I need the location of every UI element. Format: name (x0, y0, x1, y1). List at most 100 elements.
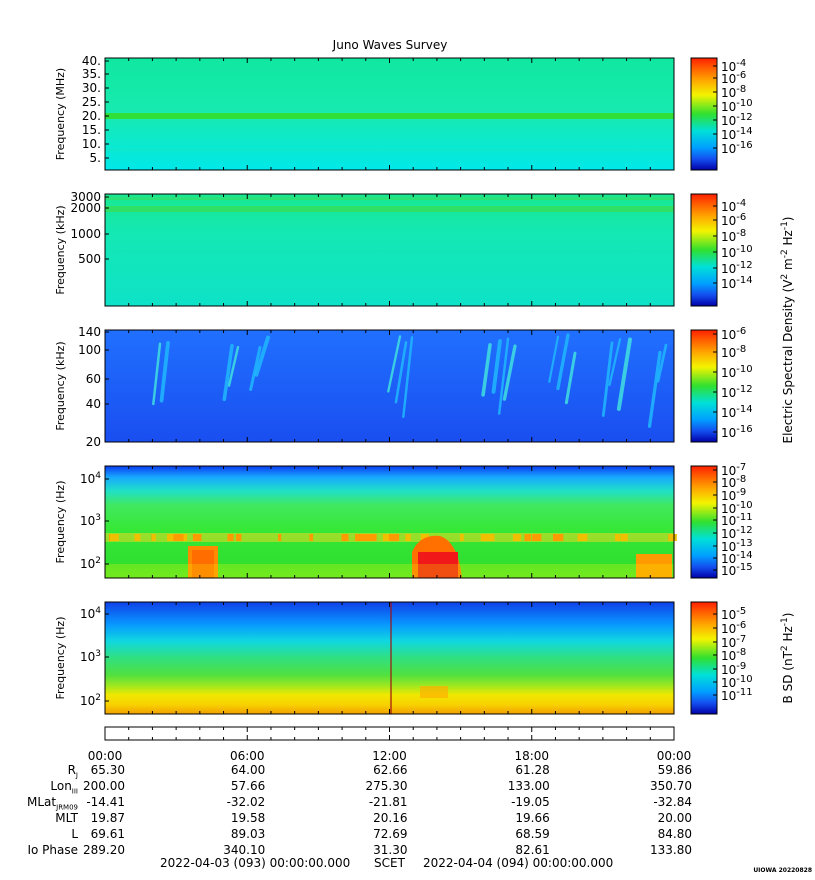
ephemeris-value: 19.87 (90, 811, 125, 825)
burst-1400 (420, 686, 448, 698)
emission-patch (388, 534, 400, 541)
ephemeris-value: 65.30 (90, 763, 125, 777)
emission-patch (355, 534, 360, 541)
y-tick-label: 2000 (70, 201, 101, 215)
emission-band-21mhz (105, 113, 674, 119)
emission-patch (552, 534, 564, 541)
emission-streak (548, 335, 560, 383)
emission-patch (365, 534, 377, 541)
emission-patch (532, 534, 542, 541)
y-tick-label: 30. (82, 81, 101, 95)
footer-end: 2022-04-04 (094) 00:00:00.000 (423, 856, 614, 870)
emission-streak (656, 343, 668, 383)
y-tick-label: 25. (82, 95, 101, 109)
time-tick-label: 00:00 (88, 749, 123, 763)
emission-patch (405, 534, 411, 541)
y-tick-label: 102 (80, 556, 101, 571)
y-tick-label: 1000 (70, 227, 101, 241)
ephemeris-value: 350.70 (650, 779, 692, 793)
emission-streak (616, 337, 632, 411)
colorbar-tick-label: 10-12 (721, 260, 753, 276)
emission-patch (192, 534, 202, 541)
time-tick-label: 18:00 (514, 749, 549, 763)
y-axis-label: Frequency (Hz) (54, 481, 67, 564)
emission-patch (525, 534, 532, 541)
footer-scet: SCET (374, 856, 405, 870)
emission-streak (497, 337, 510, 415)
spectrogram-background (105, 194, 674, 306)
y-axis-label: Frequency (Hz) (54, 617, 67, 700)
emission-patch (236, 534, 242, 541)
y-tick-label: 104 (80, 471, 101, 486)
colorbar-tick-label: 10-10 (721, 364, 753, 380)
colorbar (690, 193, 718, 307)
ephemeris-value: 275.30 (365, 779, 408, 793)
y-tick-label: 10. (82, 137, 101, 151)
y-tick-label: 20. (82, 109, 101, 123)
colorbar-tick-label: 10-10 (721, 244, 753, 260)
panel-3: 140 100 60 40 20 Frequency (kHz) 10-6 10-8 10-10… (54, 325, 753, 449)
y-tick-label: 3000 (70, 190, 101, 204)
ephemeris-value: 61.28 (515, 763, 550, 777)
y-tick-label: 15. (82, 123, 101, 137)
colorbar (690, 601, 718, 715)
emission-streak (564, 351, 577, 405)
y-axis-label: Frequency (kHz) (54, 205, 67, 294)
ephemeris-value: 20.00 (657, 811, 692, 825)
emission-band-2000khz (105, 206, 674, 212)
figure-title: Juno Waves Survey (332, 38, 448, 52)
ephemeris-value: -14.41 (86, 795, 125, 809)
ephemeris-value: 72.69 (373, 827, 408, 841)
burst-1330-core (418, 552, 458, 578)
colorbar-tick-label: 10-14 (721, 404, 753, 420)
colorbar-tick-label: 10-6 (721, 212, 746, 228)
y-tick-label: 102 (80, 693, 101, 708)
colorbar-tick-label: 10-8 (721, 228, 746, 244)
ephemeris-label: Io Phase (27, 843, 78, 857)
emission-band-10mhz (105, 149, 674, 151)
ephemeris-value: 340.10 (223, 843, 266, 857)
emission-streak (387, 335, 402, 393)
emission-patch (577, 534, 588, 541)
ephemeris-value: 133.00 (507, 779, 550, 793)
time-tick-label: 00:00 (657, 749, 692, 763)
colorbar-tick-label: 10-12 (721, 384, 753, 400)
y-tick-label: 20 (86, 435, 101, 449)
colorbar-tick-label: 10-11 (721, 687, 753, 703)
time-axis-bar: 00:00 06:00 12:00 18:00 00:00 (88, 726, 692, 763)
colorbar-tick-label: 10-6 (721, 326, 746, 342)
ephemeris-value: 31.30 (373, 843, 408, 857)
emission-streak (394, 341, 408, 404)
emission-patch (109, 534, 119, 541)
emission-patch (357, 534, 368, 541)
ephemeris-value: 64.00 (230, 763, 266, 777)
emission-patch (614, 534, 621, 541)
emission-patch (227, 534, 234, 541)
ephemeris-value: 69.61 (90, 827, 125, 841)
emission-patch (167, 534, 174, 541)
emission-patch (182, 534, 188, 541)
ephemeris-value: -21.81 (368, 795, 408, 809)
colorbar (690, 57, 718, 171)
emission-streak (152, 342, 162, 406)
emission-patch (173, 534, 184, 541)
emission-patch (277, 534, 282, 541)
emission-streak (502, 344, 517, 401)
emission-streak (402, 336, 414, 418)
ephemeris-value: 57.66 (230, 779, 266, 793)
ephemeris-value: 89.03 (230, 827, 266, 841)
emission-streak (249, 345, 262, 392)
colorbar (690, 329, 718, 443)
emission-streak (608, 338, 622, 387)
colorbar-tick-label: 10-16 (721, 424, 753, 440)
ephemeris-value: 19.58 (230, 811, 266, 825)
y-tick-label: 35. (82, 67, 101, 81)
ephemeris-value: 68.59 (515, 827, 550, 841)
spectrogram-panels: 40.35.30.25.20.15.10.5. Frequency (MHz) 10… (54, 54, 795, 715)
panel-1: 40.35.30.25.20.15.10.5. Frequency (MHz) 10… (54, 54, 753, 171)
emission-streak (159, 340, 170, 403)
ephemeris-label: MLatJRM09 (27, 795, 78, 812)
